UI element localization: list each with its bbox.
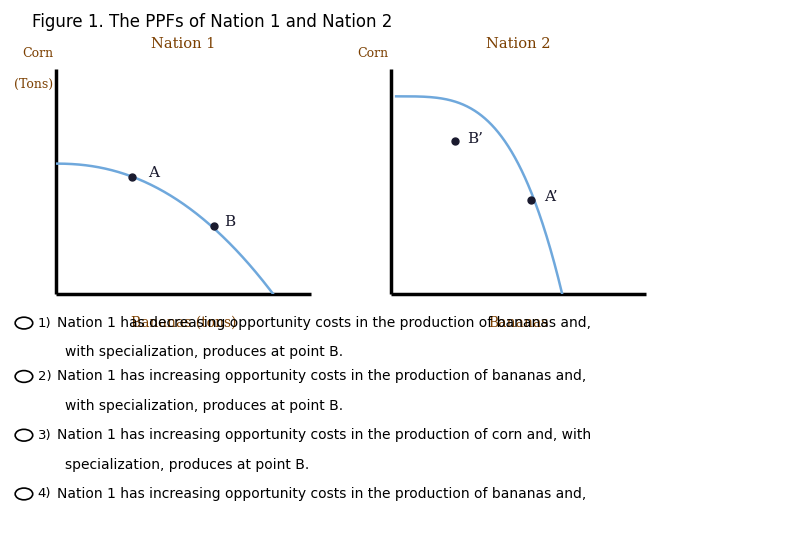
Text: Nation 1 has increasing opportunity costs in the production of bananas and,: Nation 1 has increasing opportunity cost…: [57, 487, 587, 501]
Text: A: A: [148, 166, 159, 179]
Text: Nation 2: Nation 2: [487, 37, 551, 51]
Text: Corn: Corn: [358, 48, 389, 60]
Text: Bananas: Bananas: [488, 316, 549, 330]
Text: Bananas (tons): Bananas (tons): [131, 316, 236, 330]
Text: Nation 1 has increasing opportunity costs in the production of corn and, with: Nation 1 has increasing opportunity cost…: [57, 428, 591, 442]
Text: Nation 1 has increasing opportunity costs in the production of bananas and,: Nation 1 has increasing opportunity cost…: [57, 370, 587, 383]
Text: Figure 1. The PPFs of Nation 1 and Nation 2: Figure 1. The PPFs of Nation 1 and Natio…: [32, 13, 393, 32]
Text: A’: A’: [544, 190, 558, 205]
Text: 1): 1): [38, 317, 51, 329]
Text: with specialization, produces at point B.: with specialization, produces at point B…: [65, 345, 344, 359]
Text: B’: B’: [468, 132, 484, 146]
Text: B: B: [224, 215, 235, 229]
Text: 2): 2): [38, 370, 51, 383]
Text: Nation 1: Nation 1: [152, 37, 215, 51]
Text: with specialization, produces at point B.: with specialization, produces at point B…: [65, 399, 344, 413]
Text: Corn: Corn: [22, 48, 53, 60]
Text: Nation 1 has decreasing opportunity costs in the production of bananas and,: Nation 1 has decreasing opportunity cost…: [57, 316, 591, 330]
Text: 4): 4): [38, 488, 51, 500]
Text: (Tons): (Tons): [14, 78, 53, 91]
Text: specialization, produces at point B.: specialization, produces at point B.: [65, 458, 310, 472]
Text: 3): 3): [38, 429, 51, 442]
